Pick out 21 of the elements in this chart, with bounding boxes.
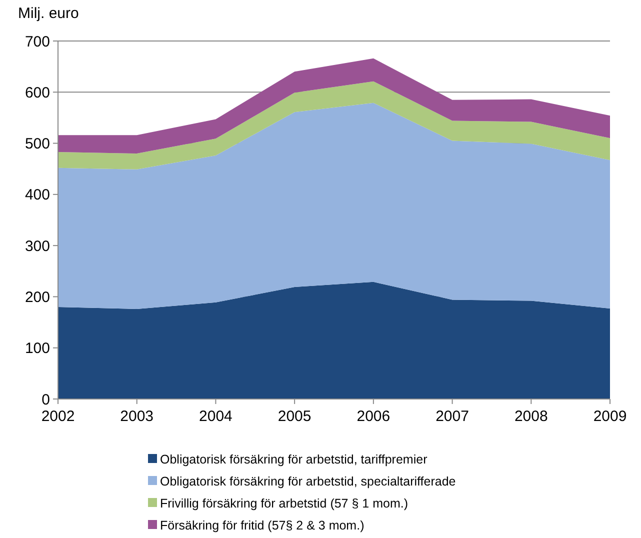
y-tick-label: 300 bbox=[24, 238, 50, 255]
x-tick-label: 2009 bbox=[593, 408, 627, 425]
x-tick-label: 2008 bbox=[514, 408, 548, 425]
legend-label: Frivillig försäkring för arbetstid (57 § 1 mom.) bbox=[160, 496, 408, 510]
y-tick-label: 100 bbox=[24, 340, 50, 358]
x-tick-label: 2002 bbox=[41, 408, 75, 425]
y-tick-label: 200 bbox=[24, 288, 50, 306]
x-tick-label: 2005 bbox=[278, 408, 312, 425]
y-tick-label: 500 bbox=[24, 136, 50, 153]
y-axis-title: Milj. euro bbox=[18, 5, 79, 22]
legend-label: Obligatorisk försäkring för arbetstid, tariffpremier bbox=[160, 452, 428, 466]
y-tick-label: 700 bbox=[24, 33, 50, 50]
legend-label: Obligatorisk försäkring för arbetstid, specialtarifferade bbox=[160, 474, 456, 488]
y-tick-label: 600 bbox=[24, 84, 50, 102]
x-tick-label: 2003 bbox=[120, 408, 154, 425]
legend-label: Försäkring för fritid (57§ 2 & 3 mom.) bbox=[160, 518, 364, 532]
y-tick-label: 0 bbox=[42, 391, 50, 408]
y-tick-label: 400 bbox=[24, 186, 50, 204]
x-tick-label: 2004 bbox=[199, 408, 232, 425]
x-tick-label: 2006 bbox=[356, 408, 390, 425]
x-tick-label: 2007 bbox=[436, 408, 469, 425]
